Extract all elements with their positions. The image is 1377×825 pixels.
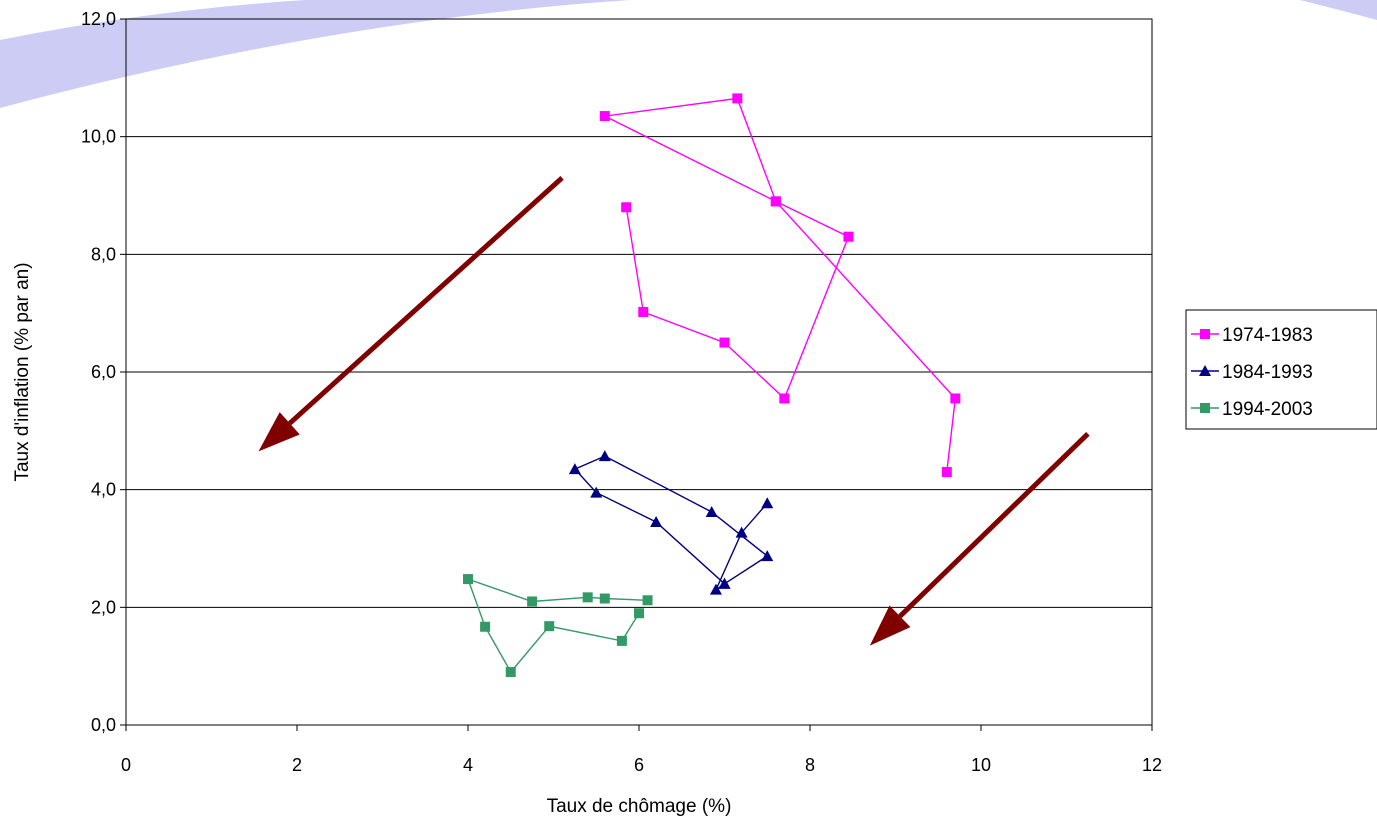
- data-point: [718, 577, 731, 589]
- arrow-shaft: [898, 431, 1090, 619]
- data-point: [950, 393, 961, 404]
- y-tick-label: 6,0: [91, 362, 116, 382]
- data-point: [590, 486, 603, 498]
- data-point: [719, 337, 730, 348]
- x-tick-label: 0: [121, 755, 131, 775]
- legend-label: 1994-2003: [1222, 399, 1313, 420]
- data-point: [638, 306, 649, 317]
- y-tick-label: 4,0: [91, 480, 116, 500]
- grid-lines: [126, 136, 1152, 608]
- data-point: [735, 526, 748, 538]
- trend-arrow: [258, 175, 564, 452]
- data-point: [599, 593, 610, 604]
- data-point: [598, 450, 611, 462]
- y-tick-label: 12,0: [81, 9, 116, 29]
- series-layer: [463, 93, 961, 678]
- legend-marker: [1200, 329, 1210, 339]
- series-1994-2003: [463, 574, 653, 678]
- data-point: [705, 506, 718, 518]
- data-point: [527, 596, 538, 607]
- arrows-layer: [258, 175, 1090, 646]
- data-point: [642, 595, 653, 606]
- x-tick-label: 2: [292, 755, 302, 775]
- x-tick-label: 6: [634, 755, 644, 775]
- data-point: [616, 635, 627, 646]
- data-point: [568, 463, 581, 475]
- data-point: [582, 592, 593, 603]
- data-point: [650, 516, 663, 528]
- data-point: [779, 393, 790, 404]
- x-tick-label: 4: [463, 755, 473, 775]
- y-tick-label: 2,0: [91, 597, 116, 617]
- axes: 0,0 2,0 4,0 6,0 8,0 10,0 12,0 0 2 4 6 8 10 12: [81, 9, 1162, 775]
- legend-marker: [1199, 365, 1211, 376]
- series-1984-1993: [568, 450, 774, 595]
- data-point: [480, 621, 491, 632]
- data-point: [505, 667, 516, 678]
- x-tick-label: 10: [971, 755, 991, 775]
- legend-box: [1185, 309, 1377, 430]
- series-line: [573, 455, 769, 592]
- legend: 1974-1983 1984-1993 1994-2003: [1185, 309, 1377, 430]
- y-tick-label: 8,0: [91, 244, 116, 264]
- y-tick-label: 10,0: [81, 127, 116, 147]
- y-axis-title: Taux d'inflation (% par an): [12, 262, 33, 481]
- data-point: [941, 467, 952, 478]
- background-swoosh-tail-shape: [1300, 0, 1377, 20]
- data-point: [843, 231, 854, 242]
- background-swoosh-shape: [0, 0, 630, 108]
- legend-marker: [1200, 403, 1210, 413]
- data-point: [709, 583, 722, 595]
- series-line: [466, 577, 648, 674]
- data-point: [634, 608, 644, 619]
- legend-label: 1984-1993: [1222, 362, 1313, 383]
- y-tick-label: 0,0: [91, 715, 116, 735]
- data-point: [544, 621, 555, 632]
- data-point: [770, 196, 781, 207]
- arrow-shaft: [288, 175, 564, 426]
- trend-arrow: [869, 431, 1090, 646]
- x-tick-label: 12: [1142, 755, 1162, 775]
- series-line: [602, 97, 957, 473]
- data-point: [621, 202, 632, 213]
- data-point: [761, 550, 774, 562]
- data-point: [761, 497, 774, 509]
- arrow-head: [869, 605, 911, 646]
- legend-label: 1974-1983: [1222, 325, 1313, 346]
- data-point: [599, 111, 610, 122]
- series-1974-1983: [599, 93, 961, 478]
- x-axis-title: Taux de chômage (%): [547, 796, 732, 817]
- data-point: [463, 574, 473, 585]
- x-tick-label: 8: [805, 755, 815, 775]
- arrow-head: [258, 412, 300, 452]
- data-point: [732, 93, 743, 104]
